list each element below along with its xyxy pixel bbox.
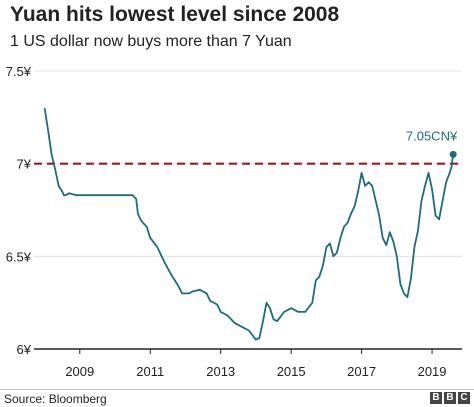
series-group	[43, 107, 455, 341]
series-line	[43, 107, 455, 341]
grid-lines	[34, 70, 462, 350]
y-tick-label: 6¥	[17, 342, 32, 357]
brand-logo: B B C	[430, 392, 470, 404]
chart-title: Yuan hits lowest level since 2008	[10, 3, 340, 26]
y-tick-label: 7.5¥	[6, 64, 32, 79]
brand-letter: C	[458, 392, 470, 404]
end-point-label: 7.05CN¥	[406, 128, 458, 143]
x-tick-label: 2015	[277, 364, 306, 379]
brand-letter: B	[444, 392, 456, 404]
x-tick-label: 2017	[347, 364, 376, 379]
footer-divider	[0, 389, 474, 390]
y-axis-ticks: 6¥ 6.5¥ 7¥ 7.5¥	[6, 64, 32, 357]
brand-letter: B	[430, 392, 442, 404]
source-note: Source: Bloomberg	[4, 392, 107, 406]
chart-subtitle: 1 US dollar now buys more than 7 Yuan	[10, 33, 292, 50]
y-tick-label: 6.5¥	[6, 249, 32, 264]
y-tick-label: 7¥	[17, 157, 32, 172]
x-tick-label: 2013	[206, 364, 235, 379]
x-tick-label: 2009	[65, 364, 94, 379]
end-point-marker	[449, 150, 457, 158]
x-axis-ticks: 2009 2011 2013 2015 2017 2019	[65, 349, 447, 379]
x-tick-label: 2011	[136, 364, 164, 379]
x-tick-label: 2019	[418, 364, 447, 379]
end-point-group: 7.05CN¥	[406, 128, 458, 158]
